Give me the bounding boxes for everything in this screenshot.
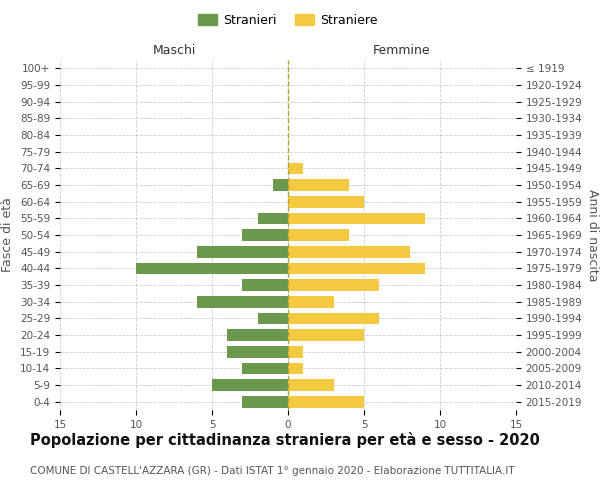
Bar xyxy=(288,296,334,308)
Y-axis label: Fasce di età: Fasce di età xyxy=(1,198,14,272)
Bar xyxy=(288,396,364,407)
Text: Femmine: Femmine xyxy=(373,44,431,57)
Bar xyxy=(288,246,410,258)
Bar xyxy=(288,379,334,391)
Bar xyxy=(212,379,288,391)
Bar xyxy=(257,212,288,224)
Bar xyxy=(136,262,288,274)
Bar xyxy=(288,212,425,224)
Bar xyxy=(288,346,303,358)
Bar xyxy=(197,246,288,258)
Bar xyxy=(242,229,288,241)
Bar xyxy=(242,362,288,374)
Bar xyxy=(242,396,288,407)
Text: Maschi: Maschi xyxy=(152,44,196,57)
Bar xyxy=(227,346,288,358)
Text: Popolazione per cittadinanza straniera per età e sesso - 2020: Popolazione per cittadinanza straniera p… xyxy=(30,432,540,448)
Bar xyxy=(288,362,303,374)
Legend: Stranieri, Straniere: Stranieri, Straniere xyxy=(193,8,383,32)
Bar xyxy=(288,196,364,207)
Bar xyxy=(273,179,288,191)
Bar xyxy=(288,312,379,324)
Bar xyxy=(288,262,425,274)
Bar xyxy=(197,296,288,308)
Bar xyxy=(288,329,364,341)
Bar xyxy=(227,329,288,341)
Bar xyxy=(288,229,349,241)
Text: COMUNE DI CASTELL'AZZARA (GR) - Dati ISTAT 1° gennaio 2020 - Elaborazione TUTTIT: COMUNE DI CASTELL'AZZARA (GR) - Dati IST… xyxy=(30,466,515,476)
Bar xyxy=(288,179,349,191)
Bar xyxy=(288,279,379,291)
Bar xyxy=(288,162,303,174)
Bar xyxy=(257,312,288,324)
Bar xyxy=(242,279,288,291)
Y-axis label: Anni di nascita: Anni di nascita xyxy=(586,188,599,281)
